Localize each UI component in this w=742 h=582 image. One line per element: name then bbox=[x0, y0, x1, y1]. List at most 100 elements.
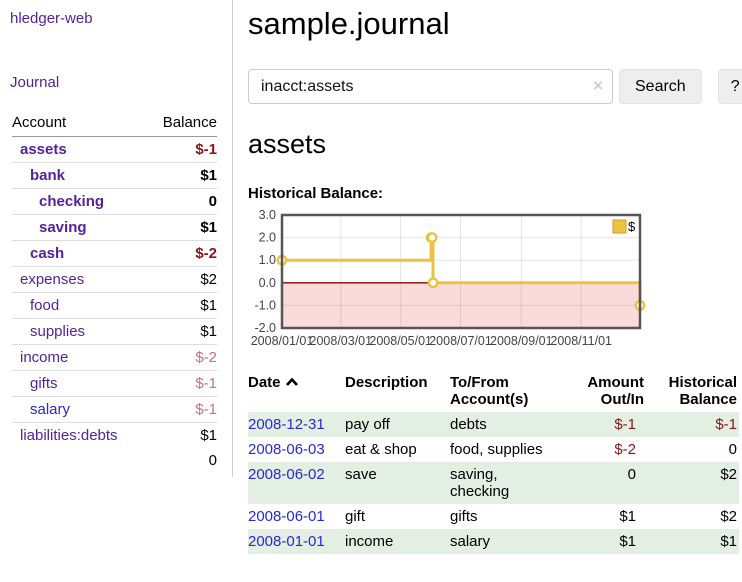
accounts-column-header: Account bbox=[12, 111, 148, 137]
account-link[interactable]: food bbox=[30, 297, 60, 314]
account-row: income $-2 bbox=[12, 344, 217, 371]
account-link[interactable]: saving bbox=[39, 219, 87, 236]
svg-text:3.0: 3.0 bbox=[259, 209, 276, 222]
account-link[interactable]: salary bbox=[30, 401, 71, 418]
search-bar: × Search ? bbox=[248, 69, 742, 104]
transaction-description: eat & shop bbox=[345, 441, 417, 458]
account-link[interactable]: cash bbox=[30, 245, 65, 262]
main-panel: sample.journal × Search ? assets Histori… bbox=[233, 0, 742, 554]
register-header-accounts[interactable]: To/From Account(s) bbox=[450, 374, 529, 408]
transaction-date-link[interactable]: 2008-12-31 bbox=[248, 416, 325, 433]
svg-text:2008/03/01: 2008/03/01 bbox=[310, 334, 373, 348]
transaction-balance: $1 bbox=[720, 533, 737, 550]
account-row: salary $-1 bbox=[12, 396, 217, 423]
account-row: bank $1 bbox=[12, 162, 217, 189]
transaction-amount: 0 bbox=[627, 466, 636, 483]
transaction-accounts: salary bbox=[450, 533, 491, 550]
svg-text:2008/05/01: 2008/05/01 bbox=[369, 334, 432, 348]
transaction-date-link[interactable]: 2008-06-03 bbox=[248, 441, 325, 458]
register-row: 2008-06-03 eat & shop food, supplies $-2 0 bbox=[248, 437, 739, 462]
register-row: 2008-06-01 gift gifts $1 $2 bbox=[248, 504, 739, 529]
account-link[interactable]: assets bbox=[20, 141, 67, 158]
register-row: 2008-01-01 income salary $1 $1 bbox=[248, 529, 739, 554]
svg-text:2.0: 2.0 bbox=[259, 231, 276, 245]
page-title: sample.journal bbox=[248, 6, 450, 41]
account-link[interactable]: checking bbox=[39, 193, 105, 210]
sidebar-item-journal[interactable]: Journal bbox=[10, 74, 60, 91]
transaction-accounts: debts bbox=[450, 416, 487, 433]
account-row: expenses $2 bbox=[12, 266, 217, 293]
account-balance: $1 bbox=[147, 162, 217, 189]
register-header-balance[interactable]: Historical Balance bbox=[668, 374, 737, 408]
account-balance: $1 bbox=[147, 292, 217, 319]
app-window: hledger-web Journal Account Balance asse… bbox=[0, 0, 742, 554]
accounts-total-label bbox=[12, 448, 147, 473]
account-link[interactable]: gifts bbox=[30, 375, 58, 392]
account-balance: $2 bbox=[147, 266, 217, 293]
search-button[interactable]: Search bbox=[619, 69, 702, 104]
account-row: assets $-1 bbox=[12, 137, 217, 163]
transaction-balance: $2 bbox=[720, 508, 737, 525]
svg-text:-1.0: -1.0 bbox=[254, 298, 276, 312]
search-input[interactable] bbox=[248, 69, 613, 104]
account-balance: $1 bbox=[147, 318, 217, 345]
transaction-accounts: saving, checking bbox=[450, 466, 510, 500]
account-balance: $-1 bbox=[195, 141, 217, 158]
transaction-amount: $-1 bbox=[614, 416, 636, 433]
chart-title: Historical Balance: bbox=[248, 185, 384, 202]
account-balance: 0 bbox=[147, 188, 217, 215]
accounts-total-value: 0 bbox=[208, 452, 217, 469]
register-row: 2008-12-31 pay off debts $-1 $-1 bbox=[248, 412, 739, 437]
svg-text:2008/01/01: 2008/01/01 bbox=[251, 334, 314, 348]
account-link[interactable]: bank bbox=[30, 167, 66, 184]
transaction-description: gift bbox=[345, 508, 366, 525]
transaction-accounts: gifts bbox=[450, 508, 478, 525]
svg-text:-2.0: -2.0 bbox=[254, 321, 276, 335]
transaction-balance: $2 bbox=[720, 466, 737, 483]
transaction-description: save bbox=[345, 466, 377, 483]
account-row: food $1 bbox=[12, 292, 217, 319]
sort-ascending-icon bbox=[285, 374, 299, 391]
register-row: 2008-06-02 save saving, checking 0 $2 bbox=[248, 462, 739, 504]
svg-text:2008/07/01: 2008/07/01 bbox=[429, 334, 492, 348]
svg-text:2008/09/01: 2008/09/01 bbox=[490, 334, 553, 348]
transaction-description: pay off bbox=[345, 416, 390, 433]
transaction-amount: $-2 bbox=[614, 441, 636, 458]
clear-search-icon[interactable]: × bbox=[593, 76, 603, 95]
account-heading: assets bbox=[248, 129, 327, 159]
account-row: liabilities:debts $1 bbox=[12, 422, 217, 448]
sidebar: hledger-web Journal Account Balance asse… bbox=[0, 0, 233, 477]
transaction-balance: $-1 bbox=[715, 416, 737, 433]
account-row: saving $1 bbox=[12, 214, 217, 241]
transaction-date-link[interactable]: 2008-06-02 bbox=[248, 466, 325, 483]
account-row: supplies $1 bbox=[12, 318, 217, 345]
register-header-amount[interactable]: Amount Out/In bbox=[587, 374, 644, 408]
account-row: checking 0 bbox=[12, 188, 217, 215]
account-balance: $1 bbox=[147, 214, 217, 241]
account-link[interactable]: liabilities:debts bbox=[20, 427, 118, 444]
svg-text:0.0: 0.0 bbox=[259, 276, 276, 290]
transaction-balance: 0 bbox=[728, 441, 737, 458]
register-header-description[interactable]: Description bbox=[345, 374, 428, 391]
account-balance: $1 bbox=[147, 422, 217, 448]
account-balance: $-1 bbox=[147, 370, 217, 397]
account-link[interactable]: expenses bbox=[20, 271, 85, 288]
account-balance: $-1 bbox=[147, 396, 217, 423]
account-link[interactable]: supplies bbox=[30, 323, 86, 340]
historical-balance-chart[interactable]: $3.0 2.0 1.0 0.0 -1.0 -2.0 2008/01/01 2008/03/0… bbox=[248, 208, 648, 351]
account-balance: $-2 bbox=[147, 344, 217, 371]
help-button[interactable]: ? bbox=[717, 69, 742, 104]
transaction-description: income bbox=[345, 533, 394, 550]
svg-text:$: $ bbox=[628, 219, 636, 234]
account-row: cash $-2 bbox=[12, 240, 217, 267]
accounts-table: Account Balance assets $-1 bank $1 checking 0… bbox=[12, 111, 217, 473]
app-title-link[interactable]: hledger-web bbox=[10, 10, 93, 27]
transaction-date-link[interactable]: 2008-06-01 bbox=[248, 508, 325, 525]
account-link[interactable]: income bbox=[20, 349, 69, 366]
register-header-date[interactable]: Date bbox=[248, 370, 345, 412]
account-balance: $-2 bbox=[147, 240, 217, 267]
transaction-amount: $1 bbox=[619, 533, 636, 550]
svg-text:2008/11/01: 2008/11/01 bbox=[550, 334, 612, 348]
register-table: Date Description To/From Account(s) Amou… bbox=[248, 370, 739, 554]
transaction-date-link[interactable]: 2008-01-01 bbox=[248, 533, 325, 550]
